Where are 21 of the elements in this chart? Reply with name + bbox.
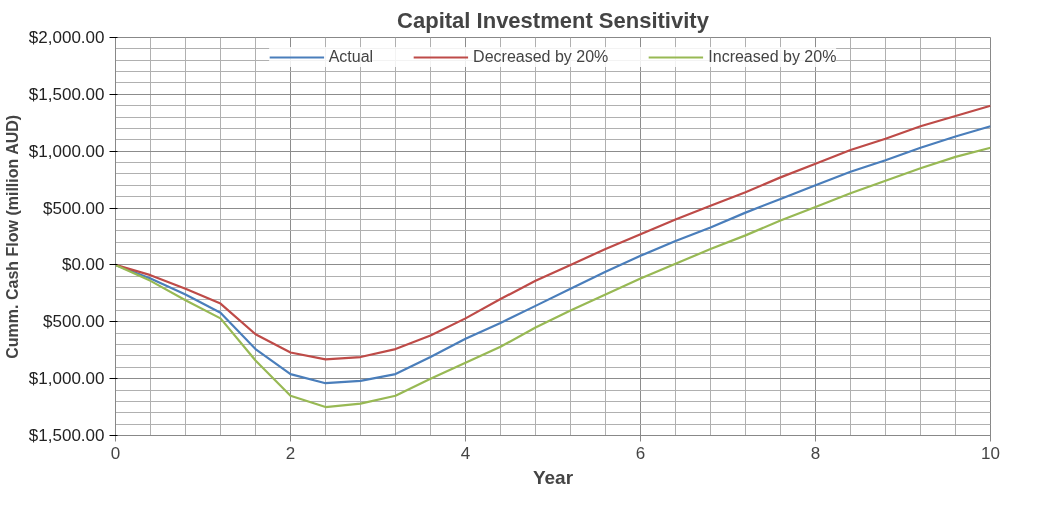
- x-tick-label: 10: [981, 443, 1000, 463]
- y-tick-label: $1,000.00: [28, 141, 105, 161]
- x-tick-label: 2: [285, 443, 296, 463]
- y-tick-label: $1,500.00: [28, 426, 105, 445]
- y-tick-label: $2,000.00: [28, 28, 105, 47]
- legend-label: Actual: [328, 48, 374, 66]
- x-tick-label: 4: [460, 443, 471, 463]
- y-axis-title: Cumm. Cash Flow (million AUD): [3, 114, 21, 359]
- y-tick-label: $500.00: [43, 198, 105, 218]
- chart-title: Capital Investment Sensitivity: [397, 7, 710, 33]
- y-tick-label: $500.00: [43, 312, 105, 332]
- x-tick-label: 8: [810, 443, 821, 463]
- y-tick-label: $1,000.00: [28, 369, 105, 389]
- y-tick-label: $1,500.00: [28, 84, 105, 104]
- legend-label: Increased by 20%: [708, 48, 837, 66]
- x-axis-title: Year: [532, 466, 574, 488]
- legend-label: Decreased by 20%: [473, 48, 609, 66]
- line-series: [115, 146, 991, 409]
- x-tick-label: 6: [635, 443, 646, 463]
- y-tick-label: $0.00: [61, 255, 105, 275]
- x-tick-label: 0: [110, 443, 121, 463]
